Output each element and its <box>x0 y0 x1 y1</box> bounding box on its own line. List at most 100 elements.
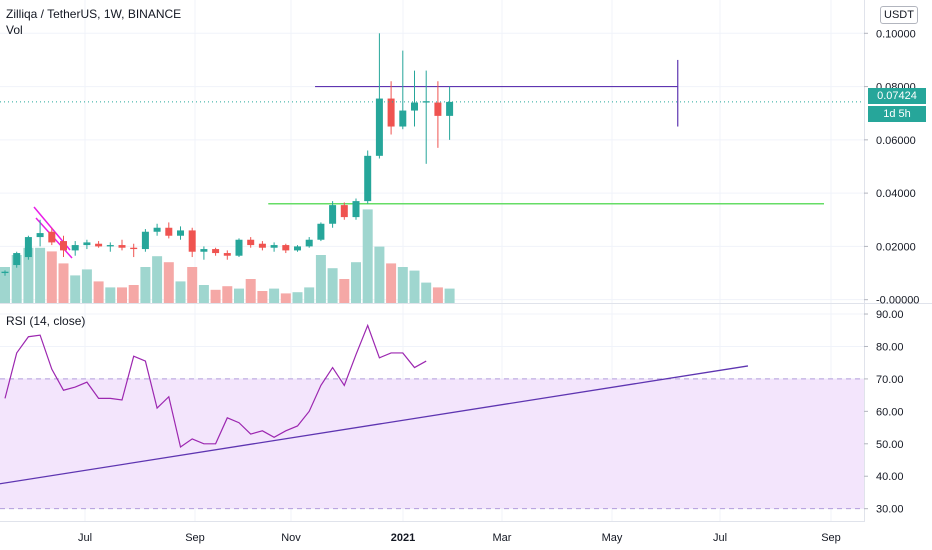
price-tick-label: 0.06000 <box>876 135 916 147</box>
volume-bar <box>397 267 408 303</box>
rsi-tick-label: 40.00 <box>876 471 904 483</box>
volume-bar <box>23 247 34 303</box>
time-tick-label: Jul <box>78 532 92 544</box>
candle-body <box>177 230 184 236</box>
candle-body <box>364 155 372 202</box>
candle-body <box>340 205 348 218</box>
volume-bar <box>421 282 432 303</box>
chart-title: Zilliqa / TetherUS, 1W, BINANCE <box>6 7 182 21</box>
rsi-axis: 90.00 80.00 70.00 60.00 50.00 40.00 30.00 <box>864 309 904 516</box>
rsi-tick-label: 60.00 <box>876 406 904 418</box>
volume-bar <box>11 255 22 303</box>
candle-body <box>118 245 126 248</box>
candle-body <box>446 101 454 116</box>
volume-bar <box>105 287 116 303</box>
candle-body <box>83 242 91 246</box>
candle-body <box>200 249 208 252</box>
candle-body <box>188 230 196 252</box>
candle-body <box>411 102 418 111</box>
candle-body <box>258 243 266 248</box>
candle-body <box>24 237 32 258</box>
candle-body <box>235 239 243 256</box>
volume-bar <box>70 275 81 303</box>
candle-body <box>71 245 79 251</box>
volume-bar <box>315 255 326 303</box>
candle-body <box>36 233 44 238</box>
time-tick-label: May <box>602 532 623 544</box>
volume-bar <box>163 262 174 303</box>
volume-bar <box>93 281 104 303</box>
candle-body <box>130 247 138 250</box>
time-tick-label: Nov <box>281 532 301 544</box>
candle-body <box>60 241 67 251</box>
volume-bar <box>81 269 92 303</box>
candle-body <box>95 243 103 247</box>
rsi-tick-label: 50.00 <box>876 439 904 451</box>
time-tick-label: Sep <box>185 532 205 544</box>
volume-bar <box>234 288 244 303</box>
currency-button[interactable]: USDT <box>880 6 918 24</box>
time-axis: Jul Sep Nov 2021 Mar May Jul Sep <box>78 532 841 544</box>
candle-body <box>48 231 56 243</box>
volume-bar <box>117 287 127 303</box>
volume-bar <box>374 246 385 303</box>
price-tick-label: 0.02000 <box>876 241 916 253</box>
volume-indicator-label[interactable]: Vol <box>6 23 23 37</box>
volume-bar <box>0 267 10 303</box>
rsi-tick-label: 70.00 <box>876 374 904 386</box>
candle-body <box>165 227 173 236</box>
candles <box>1 33 454 276</box>
candle-body <box>352 201 360 218</box>
rsi-tick-label: 90.00 <box>876 309 904 321</box>
volume-bar <box>152 256 163 303</box>
volume-bar <box>386 263 397 303</box>
volume-bar <box>35 247 46 303</box>
volume-bar <box>409 270 420 303</box>
volume-bar <box>128 285 139 303</box>
rsi-trendline <box>0 365 749 485</box>
rsi-line <box>4 323 427 449</box>
volume-bar <box>327 268 338 303</box>
price-tick-label: -0.00000 <box>876 295 919 307</box>
price-axis: 0.100000.080000.060000.040000.02000-0.00… <box>864 28 919 307</box>
volume-bar <box>269 288 280 303</box>
candle-body <box>1 271 9 274</box>
volume-bar <box>140 267 151 303</box>
volume-bar <box>210 289 221 303</box>
volume-bar <box>257 291 268 303</box>
candle-body <box>375 98 383 156</box>
volume-bar <box>362 209 373 303</box>
candle-body <box>13 253 21 266</box>
rsi-tick-label: 80.00 <box>876 341 904 353</box>
time-tick-label: Sep <box>821 532 841 544</box>
candle-body <box>329 205 337 224</box>
candle-body <box>212 249 220 254</box>
candle-body <box>270 245 278 248</box>
candle-body <box>223 253 231 256</box>
candle-body <box>387 98 395 127</box>
price-tick-label: 0.04000 <box>876 188 916 200</box>
bar-countdown-badge: 1d 5h <box>868 106 926 122</box>
candle-body <box>141 231 149 250</box>
candle-body <box>106 245 114 247</box>
candle-body <box>399 110 407 127</box>
volume-bars <box>0 209 455 303</box>
candle-body <box>434 102 442 116</box>
rsi-band <box>0 378 864 509</box>
time-tick-label: Jul <box>713 532 727 544</box>
volume-bar <box>351 262 361 303</box>
volume-bar <box>339 279 350 303</box>
candle-body <box>247 239 255 246</box>
candle-body <box>317 223 325 240</box>
rsi-indicator-label[interactable]: RSI (14, close) <box>6 314 86 328</box>
volume-bar <box>280 293 291 303</box>
price-tick-label: 0.10000 <box>876 28 916 40</box>
volume-bar <box>292 292 303 303</box>
time-tick-label: Mar <box>493 532 512 544</box>
candle-body <box>282 245 290 251</box>
volume-bar <box>304 287 315 303</box>
candle-body <box>153 227 161 232</box>
volume-bar <box>58 263 69 303</box>
volume-bar <box>187 267 198 303</box>
